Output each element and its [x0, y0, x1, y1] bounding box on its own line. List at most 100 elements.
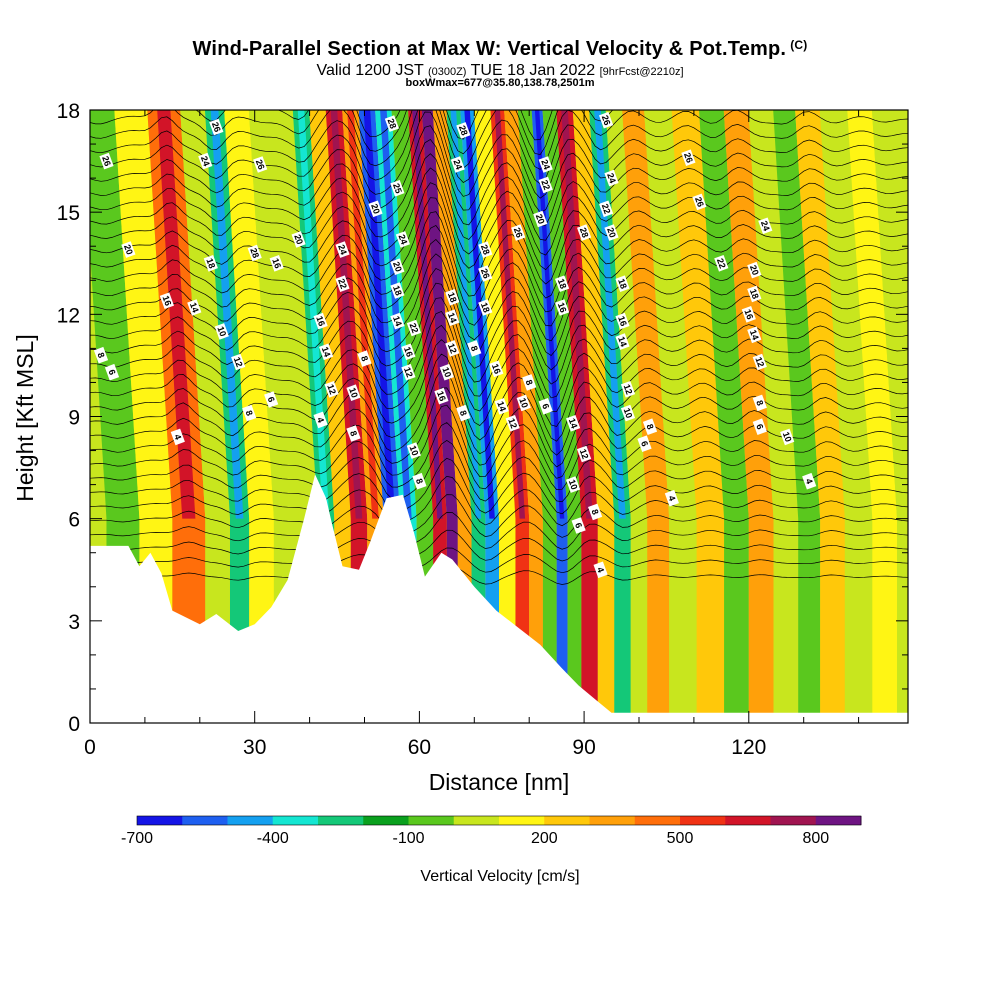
colorbar-tick-label: 800 — [802, 830, 829, 847]
contour-label: 22 — [335, 275, 350, 292]
colorbar-tick-label: -700 — [121, 830, 153, 847]
contour-label: 20 — [390, 258, 405, 275]
contour-label: 16 — [741, 306, 756, 323]
contour-label: 14 — [319, 343, 334, 361]
contour-label-text: 28 — [457, 124, 470, 137]
valid-date: TUE 18 Jan 2022 — [470, 62, 596, 79]
contour-label-text: 6 — [266, 395, 277, 403]
contour-label: 16 — [313, 312, 328, 330]
theta-contour-line — [90, 110, 908, 170]
contour-label-text: 14 — [446, 311, 459, 324]
contour-label-text: 18 — [391, 284, 404, 297]
contour-label: 26 — [99, 152, 114, 170]
contour-label: 8 — [522, 374, 537, 391]
velocity-band — [748, 110, 799, 723]
contour-label-bg — [406, 442, 421, 459]
contour-label-text: 12 — [578, 448, 591, 461]
contour-label-bg — [368, 200, 383, 218]
contour-label: 16 — [555, 299, 570, 316]
contour-label-bg — [533, 210, 548, 228]
contour-label: 12 — [445, 340, 460, 357]
contour-label-bg — [489, 360, 504, 378]
theta-contour-line — [90, 457, 908, 515]
contour-label-text: 10 — [622, 407, 635, 420]
theta-contour-line — [90, 197, 908, 285]
contour-label-bg — [747, 285, 762, 303]
colorbar-swatch — [589, 816, 636, 825]
contour-label-text: 8 — [644, 423, 655, 431]
contour-label-text: 4 — [315, 416, 326, 424]
contour-label: 16 — [159, 292, 174, 309]
velocity-band — [460, 110, 499, 723]
contour-label: 8 — [752, 394, 767, 412]
contour-label-text: 24 — [759, 219, 772, 232]
contour-label-bg — [566, 415, 581, 432]
theta-contour-line — [90, 565, 908, 585]
contour-label-text: 8 — [590, 508, 601, 516]
theta-contour-line — [90, 110, 908, 185]
contour-label: 10 — [439, 363, 454, 381]
theta-contour-line — [90, 547, 908, 574]
velocity-band — [773, 110, 821, 723]
contour-label: 14 — [615, 333, 630, 350]
contour-label: 26 — [681, 149, 696, 166]
contour-label-text: 28 — [385, 117, 398, 130]
contour-label: 18 — [478, 299, 493, 316]
contour-label-text: 10 — [347, 386, 360, 399]
contour-label-text: 25 — [391, 182, 404, 195]
contour-label-bg — [269, 255, 284, 272]
contour-label: 4 — [170, 428, 185, 446]
colorbar-swatch — [408, 816, 455, 825]
contour-label: 28 — [384, 115, 399, 132]
contour-label-bg — [104, 363, 120, 381]
contour-label-text: 10 — [407, 444, 420, 457]
contour-label-text: 18 — [748, 287, 761, 300]
contour-label-text: 16 — [435, 390, 448, 403]
contour-label: 26 — [478, 265, 493, 282]
forecast-info: [9hrFcst@2210z] — [599, 66, 684, 78]
velocity-core — [210, 110, 244, 519]
contour-label-bg — [467, 340, 482, 357]
contour-label: 28 — [478, 241, 493, 258]
contour-label: 26 — [253, 156, 268, 173]
contour-label-bg — [511, 224, 526, 241]
contour-label: 6 — [264, 391, 279, 408]
contour-label-bg — [538, 156, 553, 173]
contour-label-bg — [522, 374, 537, 391]
contour-label: 8 — [412, 472, 427, 490]
contour-label-bg — [615, 333, 630, 350]
contour-label: 8 — [467, 340, 482, 357]
colorbar-swatch — [544, 816, 590, 825]
contour-label-bg — [571, 517, 586, 534]
colorbar-tick-label: -100 — [392, 830, 424, 847]
contour-label-bg — [752, 353, 767, 371]
contour-label-text: 6 — [540, 402, 551, 410]
contour-label: 26 — [599, 111, 614, 129]
contour-label-text: 8 — [524, 378, 535, 386]
contour-label-bg — [620, 381, 636, 398]
velocity-band — [531, 110, 568, 723]
contour-label-text: 18 — [479, 301, 492, 314]
velocity-band — [542, 110, 582, 723]
colorbar-tick-label: 500 — [667, 830, 694, 847]
contour-label-text: 12 — [622, 383, 635, 396]
contour-label: 24 — [758, 217, 773, 235]
colorbar-swatch — [815, 816, 862, 825]
colorbar-swatch — [453, 816, 500, 825]
contour-label-text: 16 — [616, 315, 629, 328]
contour-label-bg — [456, 404, 471, 422]
contour-label: 20 — [533, 210, 548, 228]
contour-label-text: 16 — [270, 257, 283, 270]
contour-label-text: 8 — [458, 409, 469, 417]
theta-contour-line — [90, 476, 908, 527]
contour-label-text: 28 — [479, 243, 492, 256]
contour-label-bg — [99, 152, 114, 170]
y-tick-label: 6 — [68, 509, 80, 532]
contour-label-bg — [456, 122, 471, 139]
contour-label-bg — [242, 404, 257, 422]
contour-label-bg — [538, 398, 553, 415]
contour-label-text: 20 — [534, 213, 547, 226]
contour-label: 16 — [269, 255, 284, 272]
contour-label: 26 — [209, 118, 224, 136]
